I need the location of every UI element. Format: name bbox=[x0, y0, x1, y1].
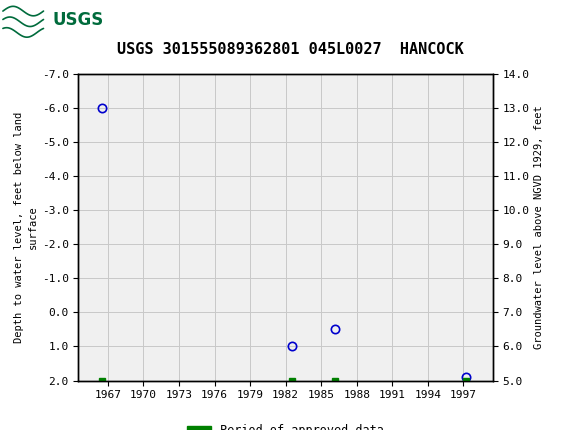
Y-axis label: Depth to water level, feet below land
surface: Depth to water level, feet below land su… bbox=[14, 112, 38, 343]
Text: USGS: USGS bbox=[52, 11, 103, 29]
Legend: Period of approved data: Period of approved data bbox=[183, 420, 389, 430]
Y-axis label: Groundwater level above NGVD 1929, feet: Groundwater level above NGVD 1929, feet bbox=[534, 105, 544, 349]
Text: USGS 301555089362801 045L0027  HANCOCK: USGS 301555089362801 045L0027 HANCOCK bbox=[117, 42, 463, 57]
